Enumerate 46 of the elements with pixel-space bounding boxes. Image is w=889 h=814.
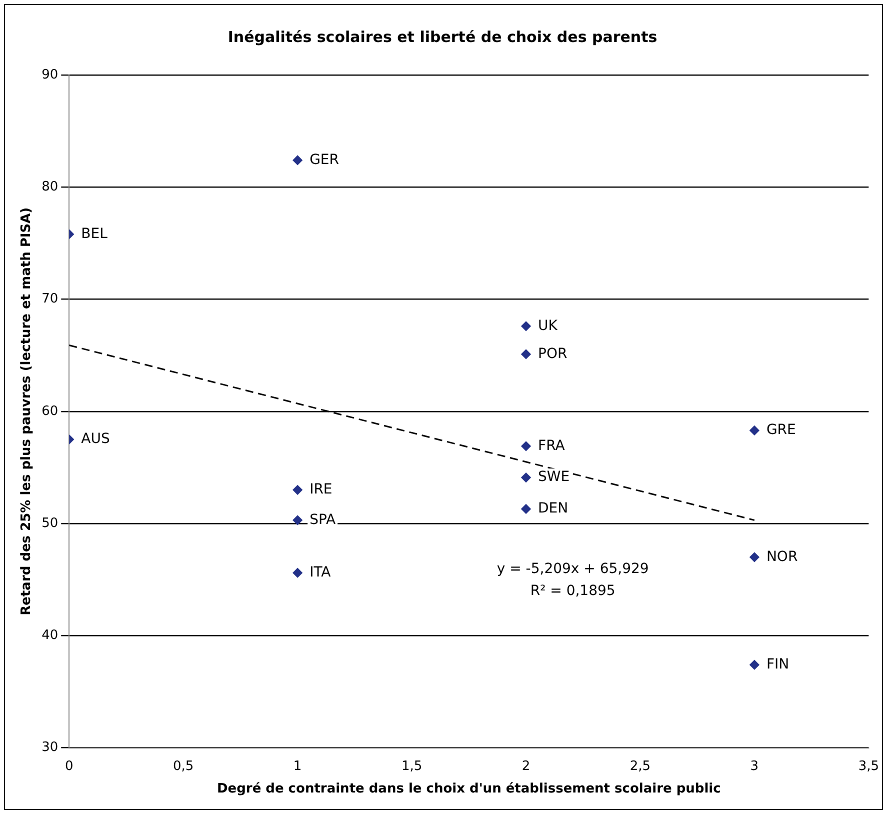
point bbox=[750, 660, 760, 670]
y-tick-label: 30 bbox=[42, 740, 58, 756]
point bbox=[292, 568, 302, 578]
y-tick-label: 50 bbox=[42, 516, 58, 531]
x-tick-label: 0 bbox=[65, 758, 74, 774]
annotation: SPA bbox=[310, 512, 336, 528]
point bbox=[521, 472, 531, 482]
point bbox=[750, 426, 760, 436]
annotation: y = -5,209x + 65,929 bbox=[496, 561, 649, 578]
annotation: ITA bbox=[310, 564, 332, 581]
annotation: BEL bbox=[81, 226, 108, 242]
x-tick-label: 1,5 bbox=[401, 758, 422, 774]
point bbox=[521, 349, 531, 359]
x-tick-label: 3 bbox=[750, 758, 759, 774]
y-tick-label: 80 bbox=[42, 180, 58, 195]
annotation: AUS bbox=[81, 431, 110, 448]
point bbox=[750, 552, 760, 562]
annotation: FRA bbox=[538, 438, 566, 454]
x-tick-label: 2,5 bbox=[630, 758, 651, 774]
point bbox=[521, 441, 531, 451]
point bbox=[292, 155, 302, 165]
annotation: FIN bbox=[766, 656, 790, 672]
annotation: GRE bbox=[766, 422, 796, 438]
annotation: DEN bbox=[538, 500, 568, 517]
y-axis-title: Retard des 25% les plus pauvres (lecture et math PISA) bbox=[19, 207, 34, 616]
annotation: R² = 0,1895 bbox=[530, 583, 616, 600]
annotation: GER bbox=[310, 152, 340, 168]
x-tick-label: 1 bbox=[293, 758, 302, 774]
x-axis-title: Degré de contrainte dans le choix d'un établissement scolaire public bbox=[216, 782, 721, 797]
point bbox=[521, 504, 531, 514]
x-tick-label: 0,5 bbox=[173, 758, 194, 774]
chart-title: Inégalités scolaires et liberté de choix des parents bbox=[228, 28, 658, 46]
y-tick-label: 70 bbox=[42, 292, 58, 307]
point bbox=[292, 515, 302, 525]
x-tick-label: 2 bbox=[522, 758, 530, 774]
y-tick-label: 60 bbox=[42, 404, 58, 419]
point bbox=[292, 485, 302, 495]
x-tick-label: 3,5 bbox=[858, 758, 880, 774]
point bbox=[521, 321, 531, 331]
y-tick-label: 90 bbox=[42, 67, 58, 82]
annotation: SWE bbox=[538, 469, 570, 486]
annotation: POR bbox=[538, 346, 568, 362]
y-tick-label: 40 bbox=[42, 628, 58, 644]
annotation: IRE bbox=[310, 482, 332, 498]
annotation: UK bbox=[538, 318, 558, 334]
annotation: NOR bbox=[766, 548, 798, 565]
